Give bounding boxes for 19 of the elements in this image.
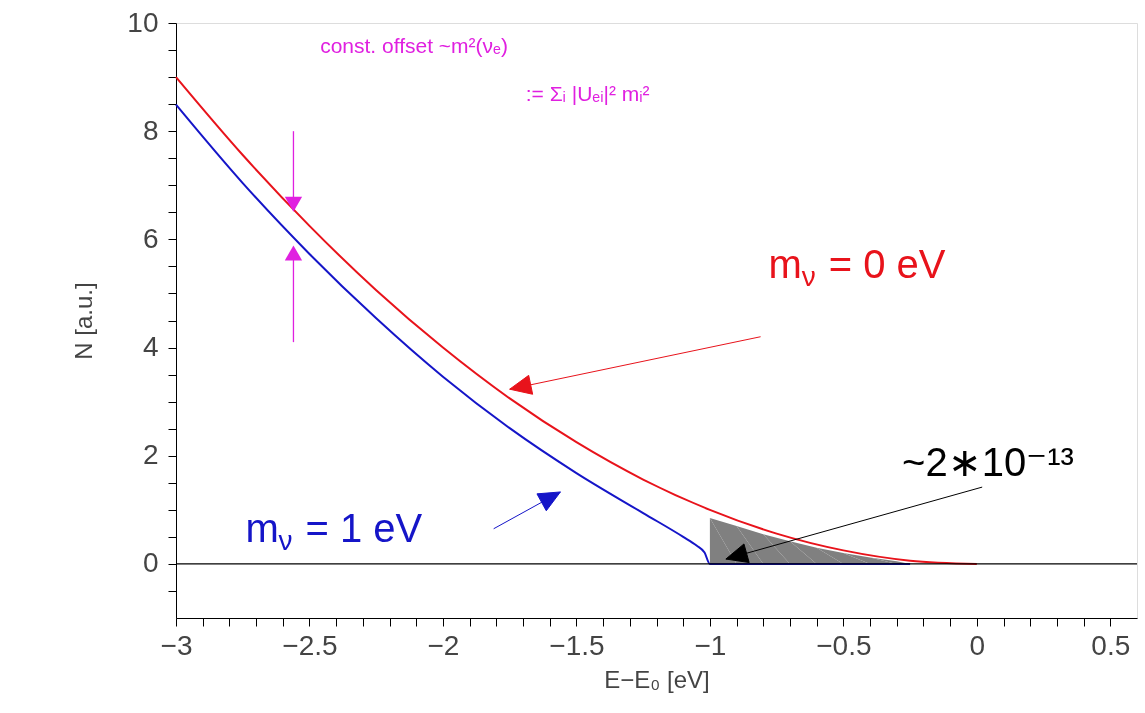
x-tick-label: −2 — [427, 629, 460, 661]
annotation: const. offset ~m²(νₑ) — [320, 34, 508, 58]
y-axis-title: N [a.u.] — [70, 282, 98, 360]
y-tick-label: 4 — [142, 331, 159, 363]
x-tick-label: −3 — [160, 629, 193, 661]
x-tick-label: 0.5 — [1091, 629, 1131, 661]
x-tick-label: −2.5 — [282, 629, 338, 661]
y-tick-label: 8 — [142, 114, 159, 146]
x-axis-title: E−E₀ [eV] — [604, 665, 710, 693]
y-tick-label: 0 — [142, 547, 159, 579]
annotation: := Σᵢ |Uₑᵢ|² mᵢ² — [525, 81, 650, 105]
x-tick-label: 0 — [969, 629, 986, 661]
annotation: ~2∗10⁻¹³ — [902, 439, 1074, 484]
x-tick-label: −1 — [694, 629, 727, 661]
x-tick-label: −1.5 — [549, 629, 605, 661]
y-tick-label: 2 — [142, 439, 159, 471]
x-tick-label: −0.5 — [816, 629, 872, 661]
y-tick-label: 6 — [142, 222, 159, 254]
y-tick-label: 10 — [127, 6, 159, 38]
